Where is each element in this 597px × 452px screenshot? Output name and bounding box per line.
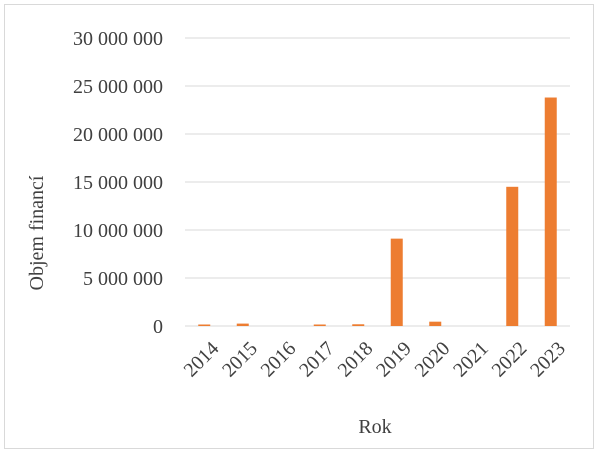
bars	[198, 97, 557, 327]
x-tick-label: 2015	[218, 338, 262, 382]
y-tick-label: 0	[153, 316, 163, 338]
bar-2023	[544, 97, 557, 327]
y-tick-label: 25 000 000	[73, 76, 163, 98]
y-tick-label: 20 000 000	[73, 124, 163, 146]
y-tick-label: 5 000 000	[83, 268, 163, 290]
x-axis-title: Rok	[358, 416, 391, 438]
x-tick-label: 2021	[449, 338, 493, 382]
y-tick-label: 15 000 000	[73, 172, 163, 194]
x-tick-label: 2020	[411, 338, 455, 382]
bar-2014	[198, 324, 211, 326]
x-tick-label: 2018	[334, 338, 378, 382]
x-tick-label: 2016	[257, 338, 301, 382]
y-axis-ticks: 0 5 000 000 10 000 000 15 000 000 20 000 000…	[73, 28, 163, 338]
x-tick-label: 2017	[295, 338, 339, 382]
x-tick-label: 2022	[488, 338, 532, 382]
bar-2015	[236, 323, 249, 326]
y-tick-label: 30 000 000	[73, 28, 163, 50]
gridlines	[185, 37, 570, 327]
chart-area	[4, 4, 594, 449]
bar-2022	[506, 186, 519, 326]
x-tick-label: 2019	[372, 338, 416, 382]
x-tick-label: 2014	[180, 338, 224, 382]
bar-2019	[390, 238, 403, 326]
bar-2017	[313, 324, 326, 326]
y-axis-title: Objem financí	[26, 175, 48, 290]
x-tick-label: 2023	[526, 338, 570, 382]
bar-2018	[352, 324, 365, 326]
bar-2020	[429, 321, 442, 326]
y-tick-label: 10 000 000	[73, 220, 163, 242]
